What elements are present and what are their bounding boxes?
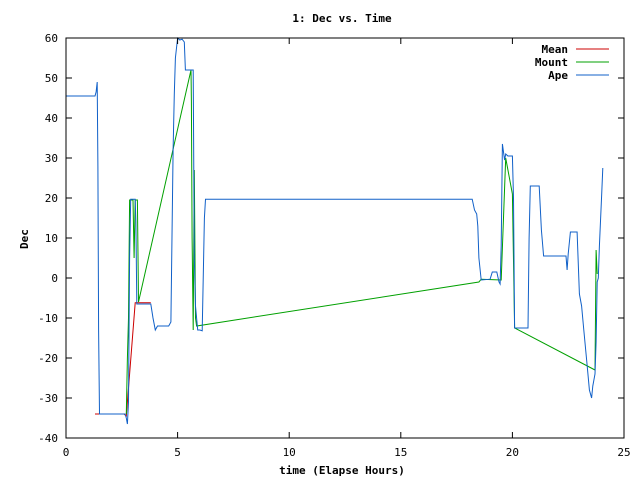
series-line-ape — [66, 36, 604, 425]
ticks-layer: 0 5 10 15 20 25 -40 -30 -20 -10 0 10 20 30 40 50 60 — [38, 32, 631, 459]
y-axis-label: Dec — [18, 229, 31, 249]
x-tick-label: 10 — [283, 446, 296, 459]
y-tick-label: -30 — [38, 392, 58, 405]
x-tick-label: 20 — [506, 446, 519, 459]
y-tick-label: 20 — [45, 192, 58, 205]
series-layer — [66, 36, 604, 425]
series-line-mean — [95, 302, 151, 418]
y-tick-label: 30 — [45, 152, 58, 165]
y-tick-label: 10 — [45, 232, 58, 245]
x-tick-label: 5 — [174, 446, 181, 459]
x-tick-label: 15 — [394, 446, 407, 459]
x-axis-label: time (Elapse Hours) — [279, 464, 405, 477]
legend-label-mount: Mount — [535, 56, 568, 69]
legend-label-ape: Ape — [548, 69, 568, 82]
legend-label-mean: Mean — [542, 43, 569, 56]
plot-frame — [65, 37, 625, 439]
y-tick-label: 0 — [51, 272, 58, 285]
chart-title: 1: Dec vs. Time — [292, 12, 392, 25]
y-tick-label: 60 — [45, 32, 58, 45]
y-tick-label: 50 — [45, 72, 58, 85]
y-tick-label: 40 — [45, 112, 58, 125]
x-tick-label: 0 — [63, 446, 70, 459]
series-line-mount — [125, 69, 598, 415]
y-tick-label: -20 — [38, 352, 58, 365]
y-tick-label: -10 — [38, 312, 58, 325]
x-tick-label: 25 — [617, 446, 630, 459]
y-tick-label: -40 — [38, 432, 58, 445]
